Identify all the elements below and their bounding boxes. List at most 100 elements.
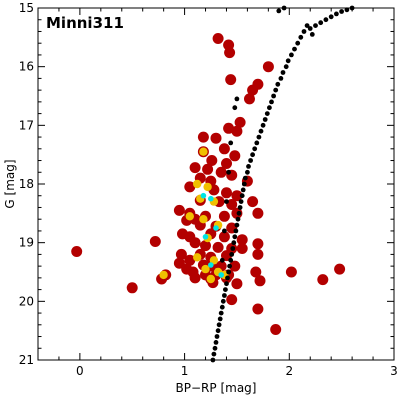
isochrone-point — [269, 99, 274, 105]
isochrone-point — [222, 228, 227, 234]
star-point — [212, 241, 224, 253]
star-point — [173, 204, 185, 216]
x-axis-label: BP−RP [mag] — [176, 381, 257, 395]
isochrone-point — [229, 252, 235, 257]
isochrone-point — [237, 205, 243, 210]
isochrone-point — [219, 304, 225, 310]
y-tick-label: 17 — [19, 118, 34, 132]
star-point — [226, 199, 238, 210]
isochrone-point — [273, 87, 279, 93]
isochrone-point — [214, 334, 220, 339]
chart-title: Minni311 — [46, 14, 124, 32]
star-point — [218, 210, 230, 222]
isochrone-point — [256, 134, 262, 140]
isochrone-point — [228, 257, 234, 263]
x-tick-label: 1 — [181, 364, 189, 378]
star-point — [208, 195, 214, 202]
isochrone-point — [222, 293, 227, 298]
star-point — [317, 274, 329, 286]
isochrone-point — [216, 322, 222, 328]
x-tick-label: 0 — [76, 364, 84, 378]
isochrone-point — [278, 76, 284, 81]
isochrone-point — [309, 32, 315, 37]
isochrone-point — [234, 222, 240, 228]
isochrone-point — [328, 14, 334, 20]
isochrone-point — [230, 246, 236, 251]
star-point — [218, 231, 230, 243]
isochrone-point — [236, 210, 242, 216]
isochrone-point — [298, 34, 304, 40]
y-tick-label: 18 — [19, 177, 34, 191]
star-point — [175, 248, 187, 260]
isochrone-point — [254, 140, 260, 146]
star-point — [199, 147, 208, 156]
isochrone-point — [260, 122, 266, 128]
star-point — [208, 262, 214, 268]
isochrone-point — [304, 23, 310, 28]
star-point — [213, 225, 219, 231]
star-point — [189, 237, 201, 249]
isochrone-point — [241, 181, 247, 187]
y-tick-label: 19 — [19, 236, 34, 250]
isochrone-point — [344, 7, 350, 13]
isochrone-point — [227, 263, 233, 269]
star-point — [231, 125, 243, 137]
y-tick-label: 15 — [19, 1, 34, 15]
isochrone-point — [262, 117, 268, 122]
data-marks — [71, 5, 355, 363]
isochrone-point — [212, 345, 218, 351]
isochrone-point — [242, 175, 248, 181]
star-point — [200, 192, 207, 199]
star-point — [206, 274, 215, 284]
star-point — [236, 243, 248, 254]
isochrone-point — [295, 40, 301, 46]
star-point — [231, 278, 243, 290]
star-point — [221, 250, 232, 262]
isochrone-point — [213, 340, 219, 345]
isochrone-point — [258, 128, 264, 134]
star-point — [236, 234, 248, 246]
isochrone-point — [250, 152, 256, 158]
isochrone-point — [285, 58, 291, 64]
y-tick-label: 21 — [19, 353, 34, 367]
isochrone-point — [267, 105, 272, 111]
isochrone-point — [334, 11, 339, 17]
star-point — [203, 182, 212, 192]
isochrone-point — [283, 64, 289, 70]
star-point — [262, 61, 274, 73]
isochrone-point — [275, 81, 281, 87]
isochrone-point — [231, 240, 237, 246]
star-point — [189, 272, 201, 284]
isochrone-point — [225, 275, 230, 281]
star-point — [193, 253, 202, 262]
star-point — [334, 263, 346, 275]
axis-ticks: 0 1 2 3 15 16 17 18 19 20 21 — [19, 1, 398, 378]
star-point — [252, 248, 264, 260]
isochrone-point — [228, 140, 234, 146]
star-point — [250, 266, 262, 278]
isochrone-point — [232, 234, 238, 240]
y-tick-label: 20 — [19, 294, 34, 308]
star-point — [206, 155, 218, 166]
star-point — [252, 207, 264, 219]
star-point — [229, 150, 241, 162]
isochrone-point — [224, 199, 229, 205]
star-point — [223, 122, 235, 134]
isochrone-point — [239, 193, 245, 199]
star-point — [231, 190, 243, 202]
star-point — [226, 294, 238, 306]
isochrone-point — [301, 29, 307, 34]
star-point — [234, 116, 246, 128]
isochrone-point — [218, 310, 224, 316]
isochrone-point — [217, 316, 223, 322]
star-point — [210, 132, 222, 144]
star-point — [224, 47, 236, 59]
star-point — [247, 196, 259, 208]
isochrone-point — [226, 169, 232, 175]
isochrone-point — [234, 96, 240, 102]
isochrone-point — [245, 169, 250, 175]
isochrone-point — [223, 287, 228, 292]
star-point — [202, 234, 209, 240]
isochrone-point — [215, 328, 221, 334]
star-point — [229, 260, 241, 272]
